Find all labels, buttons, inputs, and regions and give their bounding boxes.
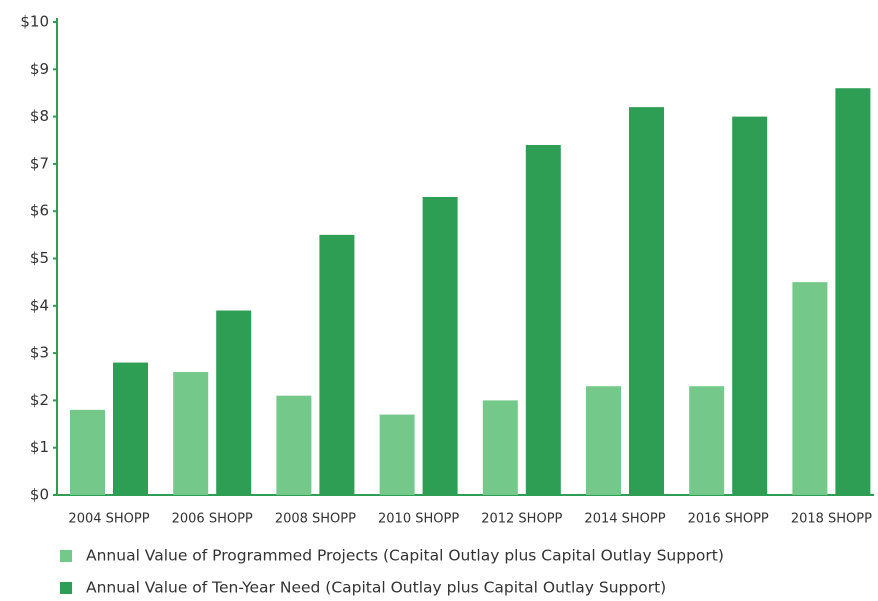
x-tick-label: 2010 SHOPP: [378, 512, 459, 527]
y-tick-label: $10: [20, 13, 49, 31]
bar: [482, 400, 518, 495]
bar: [70, 409, 105, 495]
bar: [422, 197, 458, 495]
legend-swatch: [60, 582, 72, 594]
x-tick-label: 2006 SHOPP: [172, 512, 253, 527]
x-tick-label: 2012 SHOPP: [481, 512, 562, 527]
bar: [379, 414, 415, 495]
y-tick-label: $7: [30, 154, 49, 172]
y-tick-label: $5: [30, 249, 49, 267]
y-tick-label: $1: [30, 438, 49, 456]
legend-label: Annual Value of Programmed Projects (Cap…: [86, 547, 724, 565]
bar: [835, 88, 871, 495]
bar: [586, 386, 621, 495]
y-tick-label: $8: [30, 107, 49, 125]
bar: [689, 386, 725, 495]
y-tick-label: $6: [30, 202, 49, 220]
bar: [113, 362, 148, 495]
x-tick-label: 2004 SHOPP: [68, 512, 149, 527]
y-tick-label: $4: [30, 296, 49, 314]
legend-label: Annual Value of Ten-Year Need (Capital O…: [86, 579, 666, 597]
bar: [173, 372, 209, 495]
x-tick-label: 2016 SHOPP: [688, 512, 769, 527]
bar: [319, 234, 355, 495]
y-tick-label: $0: [30, 486, 49, 504]
x-tick-label: 2014 SHOPP: [584, 512, 665, 527]
y-tick-label: $3: [30, 344, 49, 362]
bar: [629, 107, 664, 495]
y-tick-label: $9: [30, 60, 49, 78]
y-tick-label: $2: [30, 391, 49, 409]
bar: [792, 282, 828, 495]
bar: [732, 116, 768, 495]
x-tick-label: 2018 SHOPP: [791, 512, 872, 527]
bar: [216, 310, 252, 495]
legend-swatch: [60, 550, 72, 562]
x-tick-label: 2008 SHOPP: [275, 512, 356, 527]
bar: [276, 395, 312, 495]
bar: [525, 144, 561, 496]
